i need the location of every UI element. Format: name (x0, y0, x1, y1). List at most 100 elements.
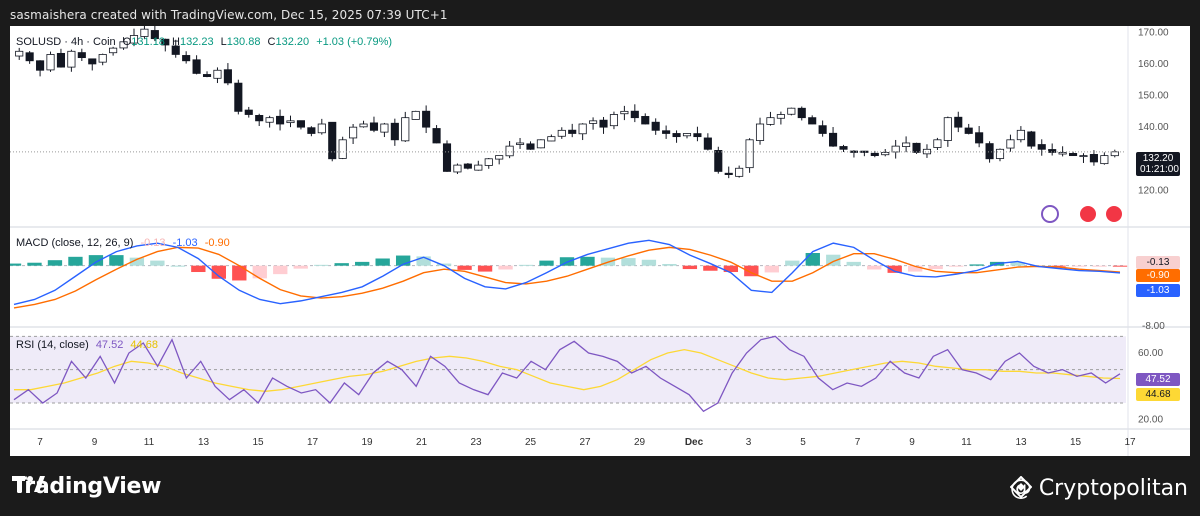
candle-up (317, 123, 326, 134)
symbol-label[interactable]: SOLUSD · 4h · Coin (16, 36, 116, 48)
candle-down (25, 52, 34, 62)
macd-hist-value: -0.13 (140, 237, 166, 249)
time-axis-tick: 15 (252, 437, 264, 448)
candle-down (276, 115, 285, 125)
high-label: H (172, 36, 180, 48)
candle-up (943, 117, 952, 141)
macd-hist-tag: -0.13 (1136, 256, 1180, 269)
candle-up (745, 139, 754, 169)
macd-histogram-bar (334, 263, 349, 266)
candle-down (797, 107, 806, 119)
time-axis-tick: 25 (525, 437, 537, 448)
candle-up (787, 107, 796, 115)
rsi-ma-tag: 44.68 (1136, 388, 1180, 401)
candle-up (589, 120, 598, 124)
macd-histogram-bar (580, 256, 595, 266)
macd-title[interactable]: MACD (close, 12, 26, 9) (16, 237, 134, 249)
candle-down (463, 163, 472, 169)
candle-up (401, 117, 410, 142)
macd-histogram-bar (170, 265, 186, 267)
us-flag-event-icon (1080, 206, 1096, 222)
rsi-axis-tick: 20.00 (1138, 415, 1163, 426)
macd-histogram-bar (682, 265, 698, 270)
rsi-line (13, 335, 1121, 413)
close-label: C (267, 36, 276, 48)
candle-down (328, 121, 337, 160)
candle-up (474, 164, 483, 171)
candle-up (1006, 139, 1015, 149)
macd-histogram-bar (1051, 265, 1066, 267)
candle-down (171, 45, 180, 55)
candle-down (641, 116, 650, 125)
tradingview-logo-icon (12, 476, 45, 492)
candle-down (1048, 149, 1057, 153)
candle-down (912, 142, 921, 153)
open-label: O (122, 36, 132, 48)
rsi-legend: RSI (14, close) 47.52 44.68 (16, 339, 162, 351)
macd-histogram-bar (211, 265, 226, 279)
candle-down (672, 133, 681, 138)
bar-countdown: 01:21:00 (1140, 164, 1179, 175)
macd-histogram-bar (539, 260, 554, 266)
candle-down (296, 120, 305, 128)
tradingview-brand: TradingView (12, 474, 161, 499)
macd-signal-tag: -0.90 (1136, 269, 1180, 282)
rsi-tag: 47.52 (1136, 373, 1180, 386)
chart-svg[interactable]: 170.00160.00150.00140.00130.00120.0060.0… (10, 26, 1190, 456)
macd-histogram-bar (68, 256, 83, 266)
macd-histogram-bar (1071, 265, 1087, 267)
rsi-axis-tick: 60.00 (1138, 348, 1163, 359)
time-axis-tick: 29 (634, 437, 646, 448)
candle-down (975, 132, 984, 144)
candle-up (1110, 151, 1119, 157)
candle-down (88, 58, 97, 65)
low-value: 130.88 (226, 36, 261, 48)
candle-down (77, 52, 86, 59)
candle-up (515, 142, 525, 145)
time-axis-tick: 15 (1070, 437, 1082, 448)
macd-histogram-bar (109, 255, 124, 266)
macd-histogram-bar (10, 263, 22, 266)
lightning-event-icon (1041, 205, 1059, 223)
price-axis-tick: 140.00 (1138, 122, 1169, 133)
time-axis-tick: Dec (685, 437, 704, 448)
candle-up (484, 158, 493, 166)
macd-histogram-bar (457, 265, 472, 270)
macd-line-value: -1.03 (172, 237, 198, 249)
candle-up (129, 35, 139, 44)
candle-down (526, 143, 535, 150)
macd-histogram-bar (1010, 262, 1025, 266)
candle-up (411, 110, 420, 120)
macd-histogram-bar (47, 260, 63, 266)
macd-histogram-bar (805, 253, 820, 266)
candle-down (870, 152, 879, 157)
macd-histogram-bar (498, 265, 513, 270)
candle-down (724, 172, 733, 175)
macd-histogram-bar (88, 255, 104, 266)
macd-histogram-bar (928, 265, 943, 270)
high-value: 132.23 (179, 36, 214, 48)
candle-up (380, 123, 389, 133)
watermark-text: @ Cryptopolitan (1009, 476, 1188, 501)
candle-down (630, 110, 639, 119)
candle-up (536, 139, 545, 149)
time-axis-tick: 9 (92, 437, 98, 448)
candle-down (307, 127, 316, 134)
current-price-value: 132.20 (1142, 153, 1174, 164)
time-axis-tick: 21 (416, 437, 428, 448)
candle-down (223, 69, 232, 84)
time-axis-tick: 27 (579, 437, 591, 448)
candle-down (255, 115, 264, 122)
price-axis-tick: 120.00 (1138, 185, 1169, 196)
rsi-title[interactable]: RSI (14, close) (16, 339, 89, 351)
candle-down (860, 150, 869, 153)
macd-histogram-bar (1092, 265, 1107, 267)
candle-up (682, 133, 692, 137)
macd-histogram-bar (867, 265, 882, 270)
macd-histogram-bar (27, 262, 42, 266)
macd-histogram-bar (703, 265, 718, 271)
chart-area[interactable]: 170.00160.00150.00140.00130.00120.0060.0… (10, 26, 1190, 456)
price-axis-tick: 160.00 (1138, 59, 1169, 70)
rsi-ma-value: 44.68 (130, 339, 158, 351)
